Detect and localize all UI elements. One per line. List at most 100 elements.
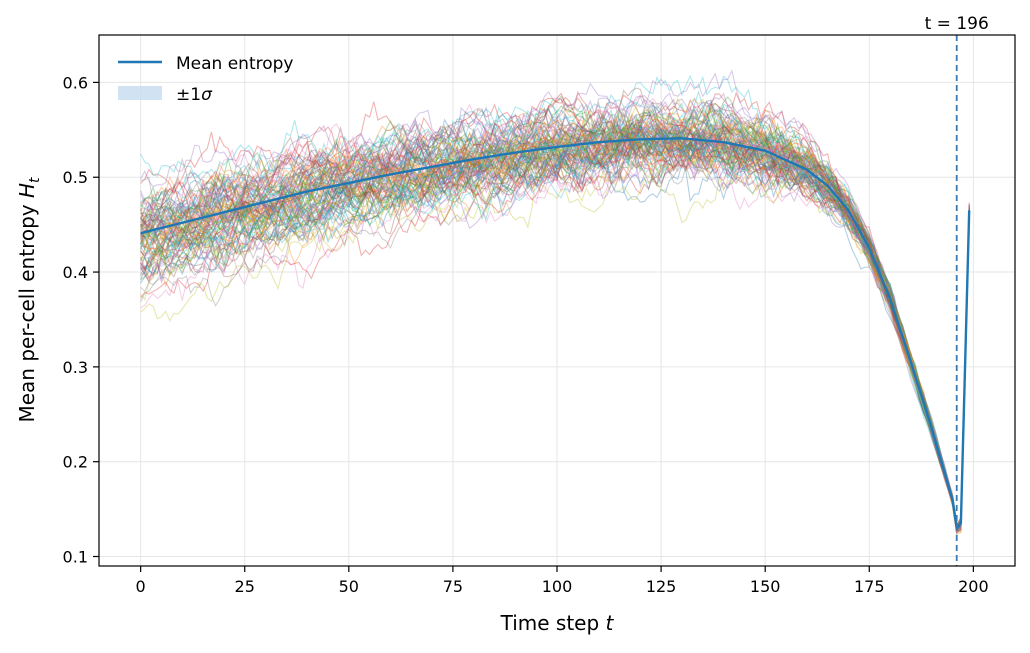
run-line [140,108,970,529]
run-line [140,145,970,533]
run-line [140,91,970,532]
x-tick-label: 0 [136,577,146,596]
run-line [140,145,970,532]
y-axis-label: Mean per-cell entropy Ht [15,177,43,423]
run-line [140,108,970,530]
y-tick-label: 0.1 [63,548,88,567]
run-line [140,125,970,531]
run-line [140,96,970,529]
run-line [140,125,970,529]
legend-mean-label: Mean entropy [176,54,294,74]
run-line [140,109,970,531]
run-line [140,124,970,530]
run-line [140,132,970,531]
run-line [140,137,970,533]
run-line [140,136,970,530]
annotation-label: t = 196 [925,14,989,34]
run-line [140,92,970,530]
run-line [140,142,970,529]
run-line [140,69,970,524]
run-line [140,134,970,531]
run-line [140,90,970,528]
run-line [140,117,970,531]
y-tick-label: 0.6 [63,73,88,92]
run-line [140,107,970,527]
y-axis: 0.1 0.2 0.3 0.4 0.5 0.6 [63,73,99,567]
run-line [140,110,970,530]
run-line [140,131,970,533]
run-line [140,105,970,530]
annotation: t = 196 [925,14,989,566]
run-line [140,98,970,527]
run-line [140,119,970,529]
x-tick-label: 50 [339,577,359,596]
run-line [140,90,970,527]
legend: Mean entropy ±1σ [118,54,294,105]
run-line [140,107,970,532]
run-line [140,136,970,532]
run-line [140,127,970,530]
run-line [140,124,970,532]
run-line [140,121,970,534]
run-line [140,97,970,527]
run-line [140,110,970,531]
run-line [140,125,970,527]
run-line [140,159,970,528]
x-tick-label: 150 [750,577,781,596]
run-line [140,115,970,531]
y-tick-label: 0.4 [63,263,88,282]
run-line [140,138,970,535]
run-line [140,103,970,529]
x-tick-label: 175 [854,577,885,596]
run-line [140,102,970,531]
run-line [140,94,970,527]
run-line [140,119,970,532]
run-line [140,132,970,530]
run-line [140,119,970,529]
run-line [140,124,970,531]
run-line [140,125,970,532]
run-line [140,95,970,529]
run-line [140,87,970,533]
run-line [140,95,970,533]
mean-series [140,137,971,530]
run-line [140,101,970,529]
run-line [140,118,970,528]
y-tick-label: 0.2 [63,453,88,472]
run-line [140,113,970,531]
run-line [140,136,970,533]
run-line [140,119,970,530]
run-line [140,135,970,531]
run-line [140,120,970,530]
run-line [140,74,970,528]
y-tick-label: 0.5 [63,168,88,187]
run-line [140,125,970,529]
x-tick-label: 125 [646,577,677,596]
run-line [140,119,970,529]
run-line [140,110,970,528]
run-line [140,92,970,528]
run-line [140,113,970,528]
run-line [140,152,970,530]
run-line [140,110,970,529]
run-line [140,121,970,531]
x-axis: 0 25 50 75 100 125 150 175 200 [136,566,989,596]
run-line [140,107,970,531]
y-tick-label: 0.3 [63,358,88,377]
run-line [140,124,970,528]
x-tick-label: 75 [443,577,463,596]
run-line [140,127,970,531]
run-line [140,134,970,530]
run-line [140,113,970,530]
run-line [140,115,970,530]
run-line [140,104,970,531]
x-tick-label: 25 [235,577,255,596]
grid [99,35,1015,566]
legend-band-label: ±1σ [176,85,213,105]
mean-entropy-line [140,137,971,530]
run-line [140,140,970,535]
x-tick-label: 100 [542,577,573,596]
run-line [140,123,970,531]
